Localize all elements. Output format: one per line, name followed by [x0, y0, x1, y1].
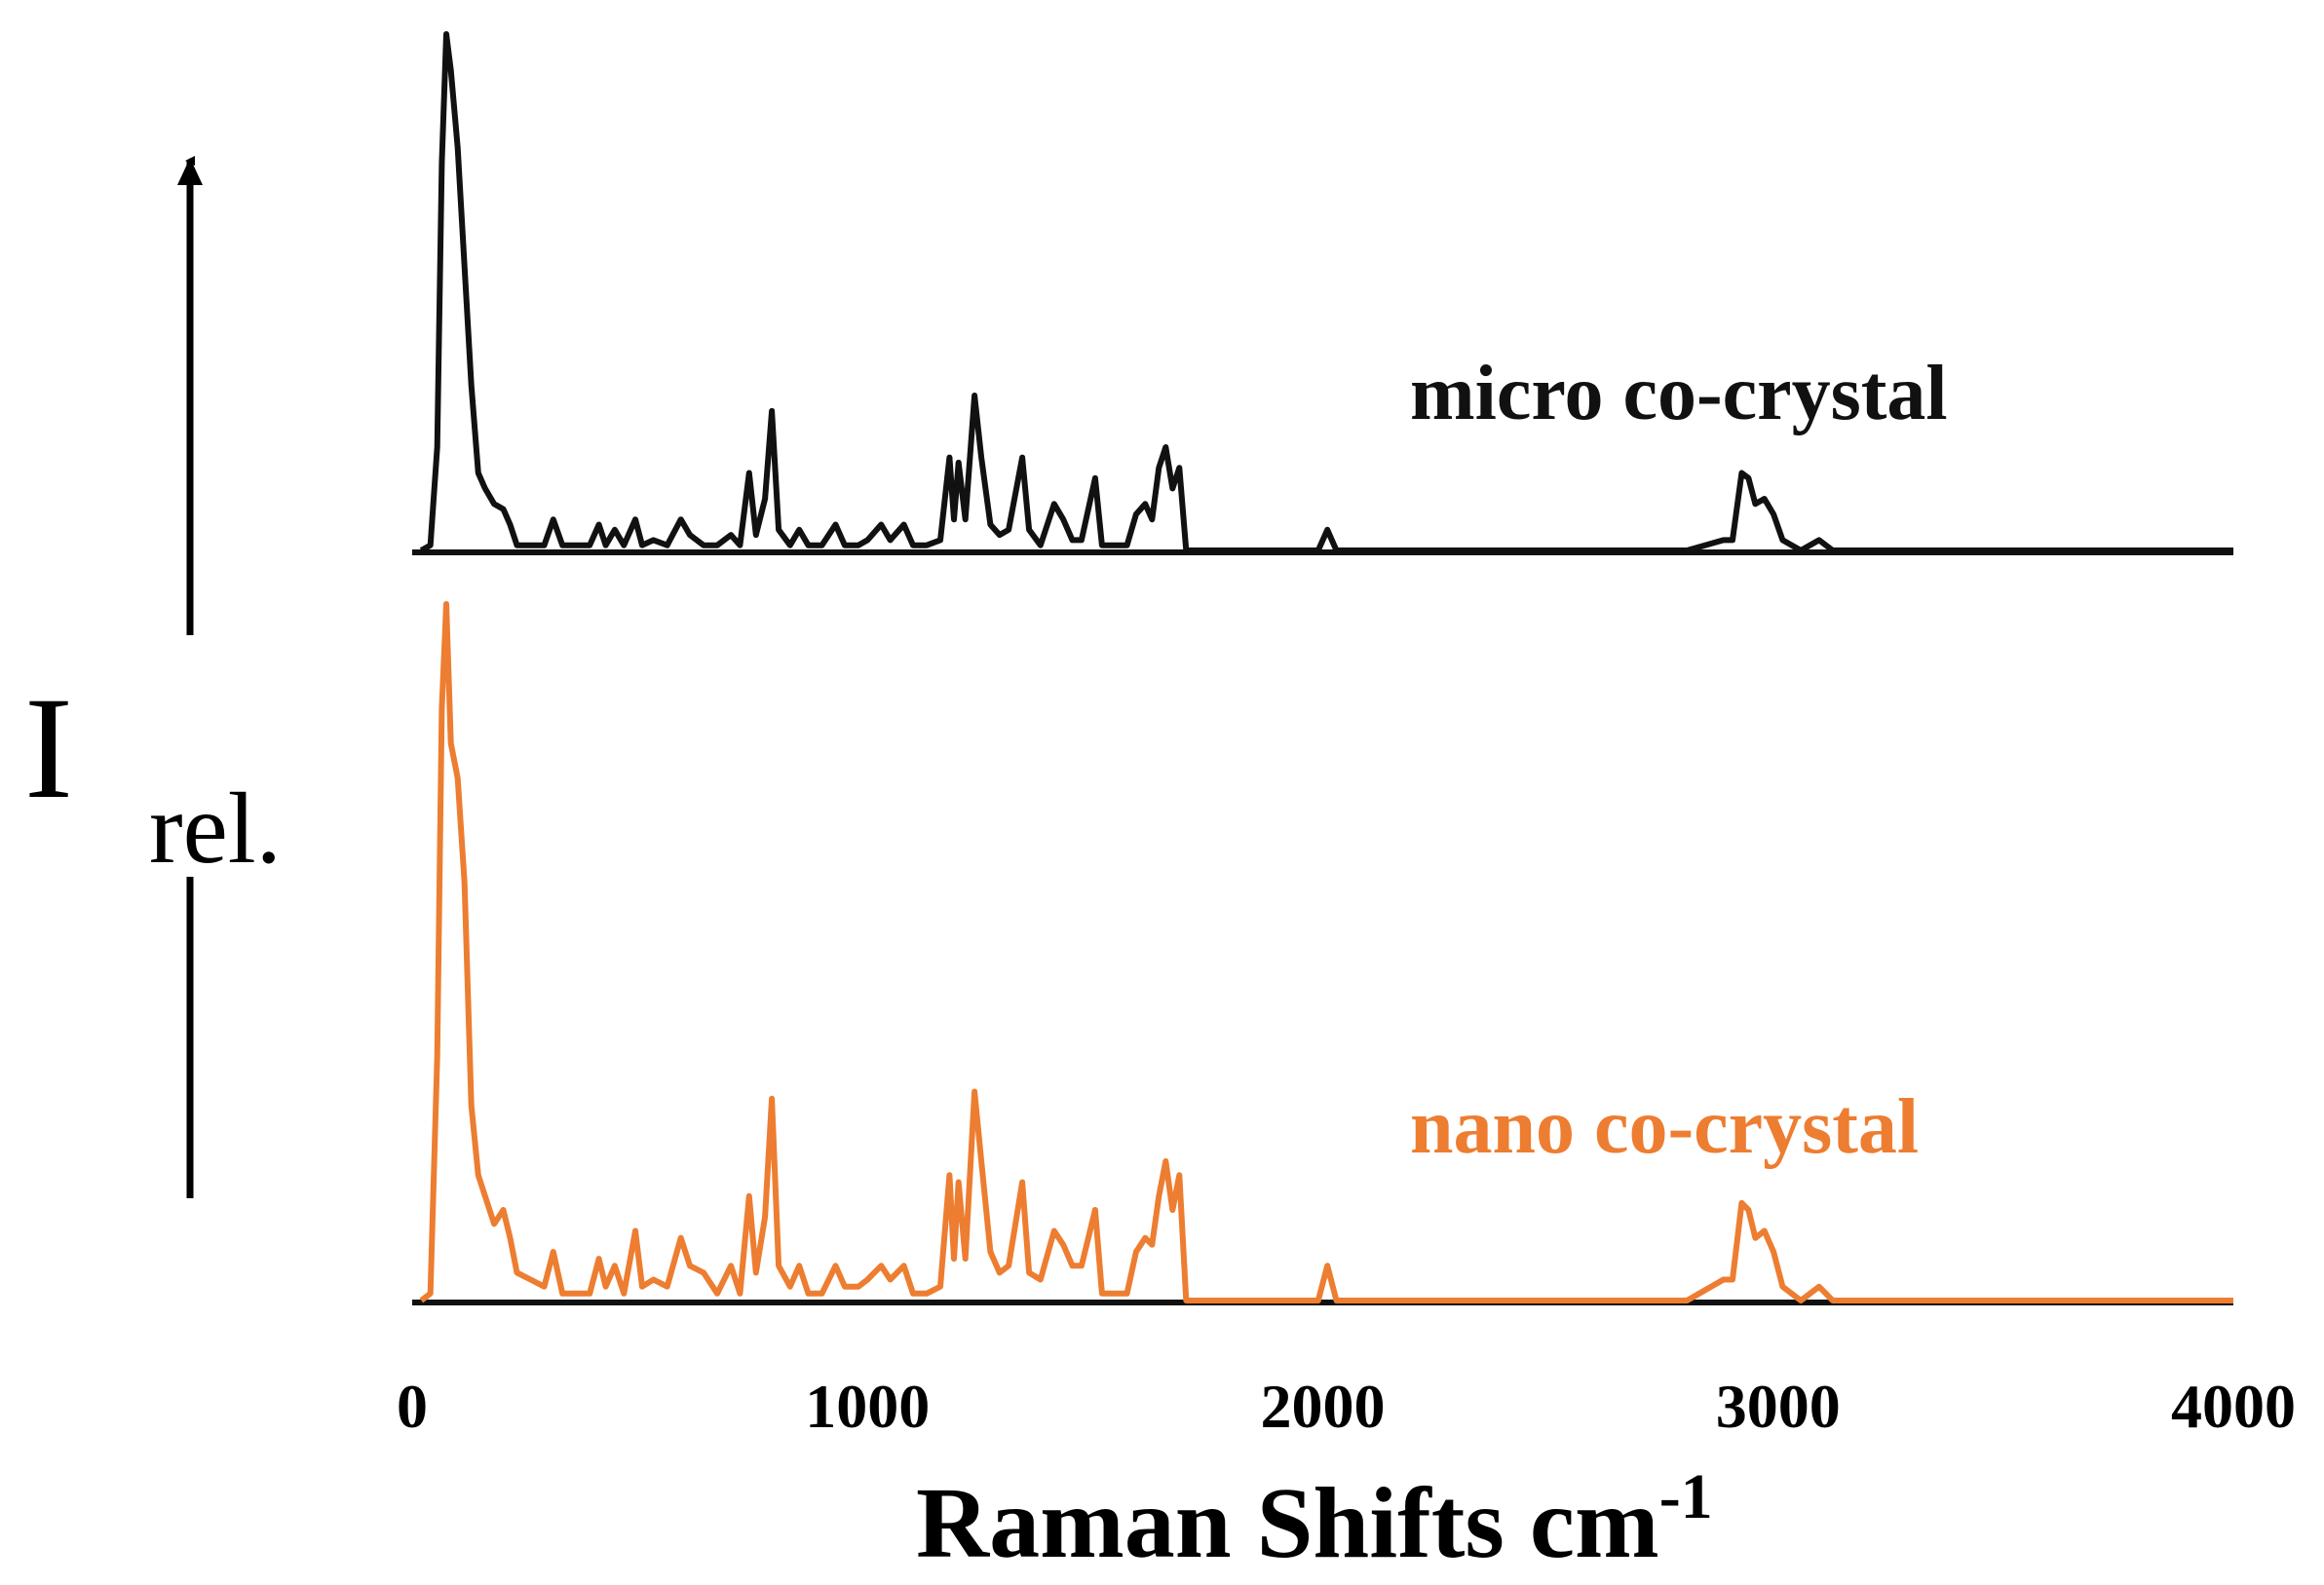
x-tick-layer: 0 1000 2000 3000 4000 — [397, 1372, 2296, 1441]
x-tick-label-2: 2000 — [1261, 1372, 1386, 1441]
y-axis-label-subscript: rel. — [149, 773, 282, 885]
x-axis-label-text: Raman Shifts cm — [916, 1467, 1659, 1579]
y-axis-label: I — [24, 667, 73, 829]
series-line-0 — [419, 31, 2233, 553]
series-0 — [412, 31, 2233, 555]
series-layer — [412, 31, 2233, 1305]
x-axis-label: Raman Shifts cm-1 — [916, 1461, 1713, 1579]
x-axis-label-superscript: -1 — [1659, 1461, 1713, 1532]
y-axis-arrowhead — [177, 158, 203, 185]
x-tick-label-3: 3000 — [1716, 1372, 1841, 1441]
series-label-nano: nano co-crystal — [1410, 1084, 1919, 1170]
x-tick-label-0: 0 — [397, 1372, 428, 1441]
series-label-micro: micro co-crystal — [1410, 351, 1948, 436]
x-tick-label-1: 1000 — [805, 1372, 930, 1441]
series-line-1 — [419, 601, 2233, 1303]
series-1 — [412, 601, 2233, 1305]
x-tick-label-4: 4000 — [2171, 1372, 2296, 1441]
